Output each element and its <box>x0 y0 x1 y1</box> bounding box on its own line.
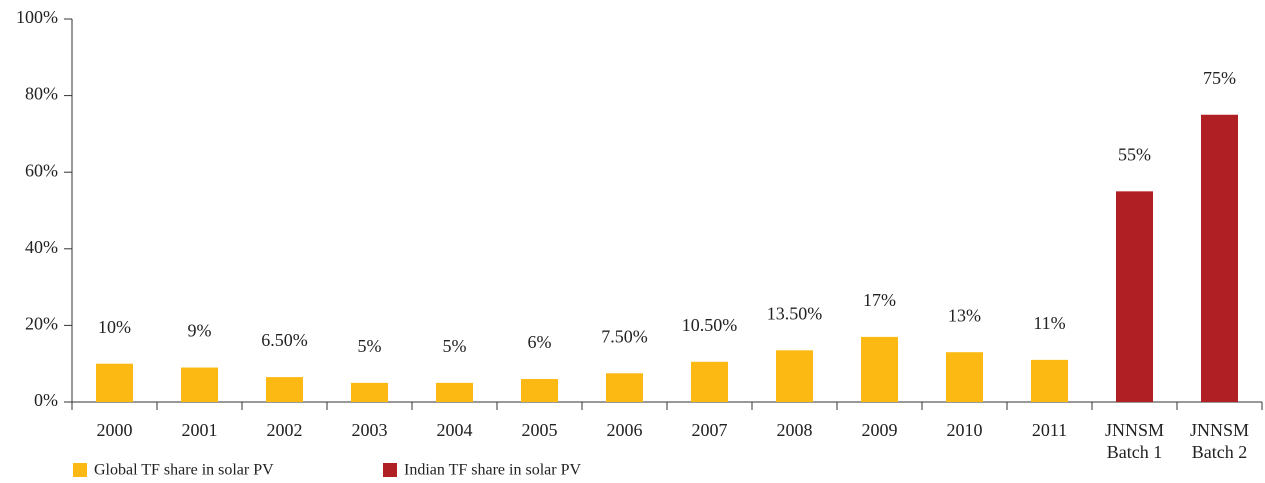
legend-swatch <box>73 463 87 477</box>
value-label: 17% <box>863 290 896 310</box>
value-label: 10% <box>98 317 131 337</box>
value-label: 5% <box>358 336 382 356</box>
y-tick-label: 20% <box>25 314 58 334</box>
value-label: 13.50% <box>767 303 823 323</box>
x-tick-label: 2001 <box>181 420 218 440</box>
x-tick-label: JNNSM Batch 2 <box>1189 420 1250 462</box>
value-label: 75% <box>1203 68 1236 88</box>
bar <box>946 352 983 402</box>
bar <box>1201 114 1238 402</box>
x-tick-label: 2004 <box>436 420 473 440</box>
bar <box>266 377 303 402</box>
x-tick-label: 2003 <box>351 420 388 440</box>
value-label: 9% <box>188 321 212 341</box>
value-label: 6.50% <box>261 330 308 350</box>
x-tick-label: 2000 <box>96 420 133 440</box>
legend-swatch <box>383 463 397 477</box>
y-tick-label: 40% <box>25 237 58 257</box>
x-tick-label: 2006 <box>606 420 643 440</box>
bar <box>521 379 558 402</box>
x-tick-label: 2011 <box>1031 420 1068 440</box>
value-label: 55% <box>1118 144 1151 164</box>
x-tick-label: 2007 <box>691 420 728 440</box>
y-tick-label: 60% <box>25 160 58 180</box>
bar <box>606 373 643 402</box>
bar <box>776 350 813 402</box>
legend-label: Indian TF share in solar PV <box>404 462 581 479</box>
bar <box>691 361 728 402</box>
x-tick-label: 2002 <box>266 420 303 440</box>
bar <box>1031 359 1068 402</box>
x-tick-label: 2009 <box>861 420 898 440</box>
bar <box>1116 191 1153 402</box>
value-label: 10.50% <box>682 315 738 335</box>
y-tick-label: 0% <box>34 390 58 410</box>
bar <box>436 382 473 402</box>
x-tick-label: JNNSM Batch 1 <box>1104 420 1165 462</box>
value-label: 11% <box>1033 313 1065 333</box>
bar <box>96 363 133 402</box>
x-tick-label: 2005 <box>521 420 558 440</box>
value-label: 5% <box>443 336 467 356</box>
bar <box>861 336 898 402</box>
value-label: 13% <box>948 305 981 325</box>
x-tick-label: 2010 <box>946 420 983 440</box>
x-tick-label: 2008 <box>776 420 813 440</box>
value-label: 6% <box>528 332 552 352</box>
bar <box>351 382 388 402</box>
bar <box>181 367 218 402</box>
legend-label: Global TF share in solar PV <box>94 462 274 479</box>
y-tick-label: 80% <box>25 84 58 104</box>
value-label: 7.50% <box>601 326 648 346</box>
y-tick-label: 100% <box>16 7 58 27</box>
